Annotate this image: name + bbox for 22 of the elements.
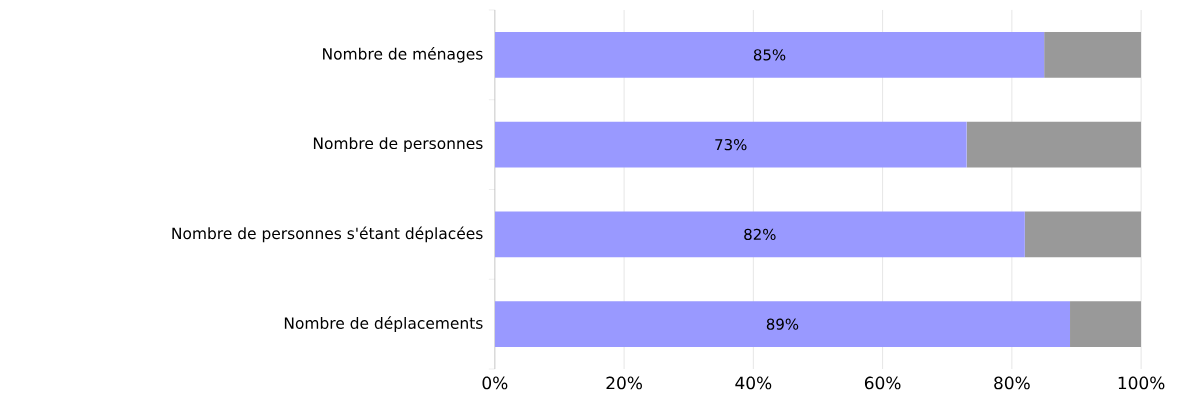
x-tick-label: 100% bbox=[1118, 376, 1165, 390]
data-label: 89% bbox=[766, 318, 799, 330]
bar bbox=[494, 211, 1025, 258]
x-tick-label: 40% bbox=[735, 376, 772, 390]
y-tick-label: Nombre de déplacements bbox=[284, 316, 483, 332]
x-tick-label: 0% bbox=[482, 376, 508, 390]
x-tick-label: 60% bbox=[864, 376, 901, 390]
bar bbox=[1070, 301, 1142, 348]
x-tick-label: 80% bbox=[994, 376, 1030, 390]
bar bbox=[494, 301, 1071, 348]
bar bbox=[494, 31, 1045, 78]
y-tick-label: Nombre de personnes s'étant déplacées bbox=[172, 226, 483, 243]
y-tick-label: Nombre de personnes bbox=[313, 137, 483, 153]
x-tick-label: 20% bbox=[606, 376, 642, 390]
data-label: 85% bbox=[753, 49, 786, 61]
data-label: 73% bbox=[715, 139, 747, 151]
bar bbox=[1024, 211, 1142, 258]
bar bbox=[1044, 31, 1142, 78]
y-tick-label: Nombre de ménages bbox=[323, 47, 483, 63]
bar bbox=[966, 121, 1142, 168]
data-label: 82% bbox=[744, 228, 776, 241]
bar bbox=[494, 121, 967, 168]
